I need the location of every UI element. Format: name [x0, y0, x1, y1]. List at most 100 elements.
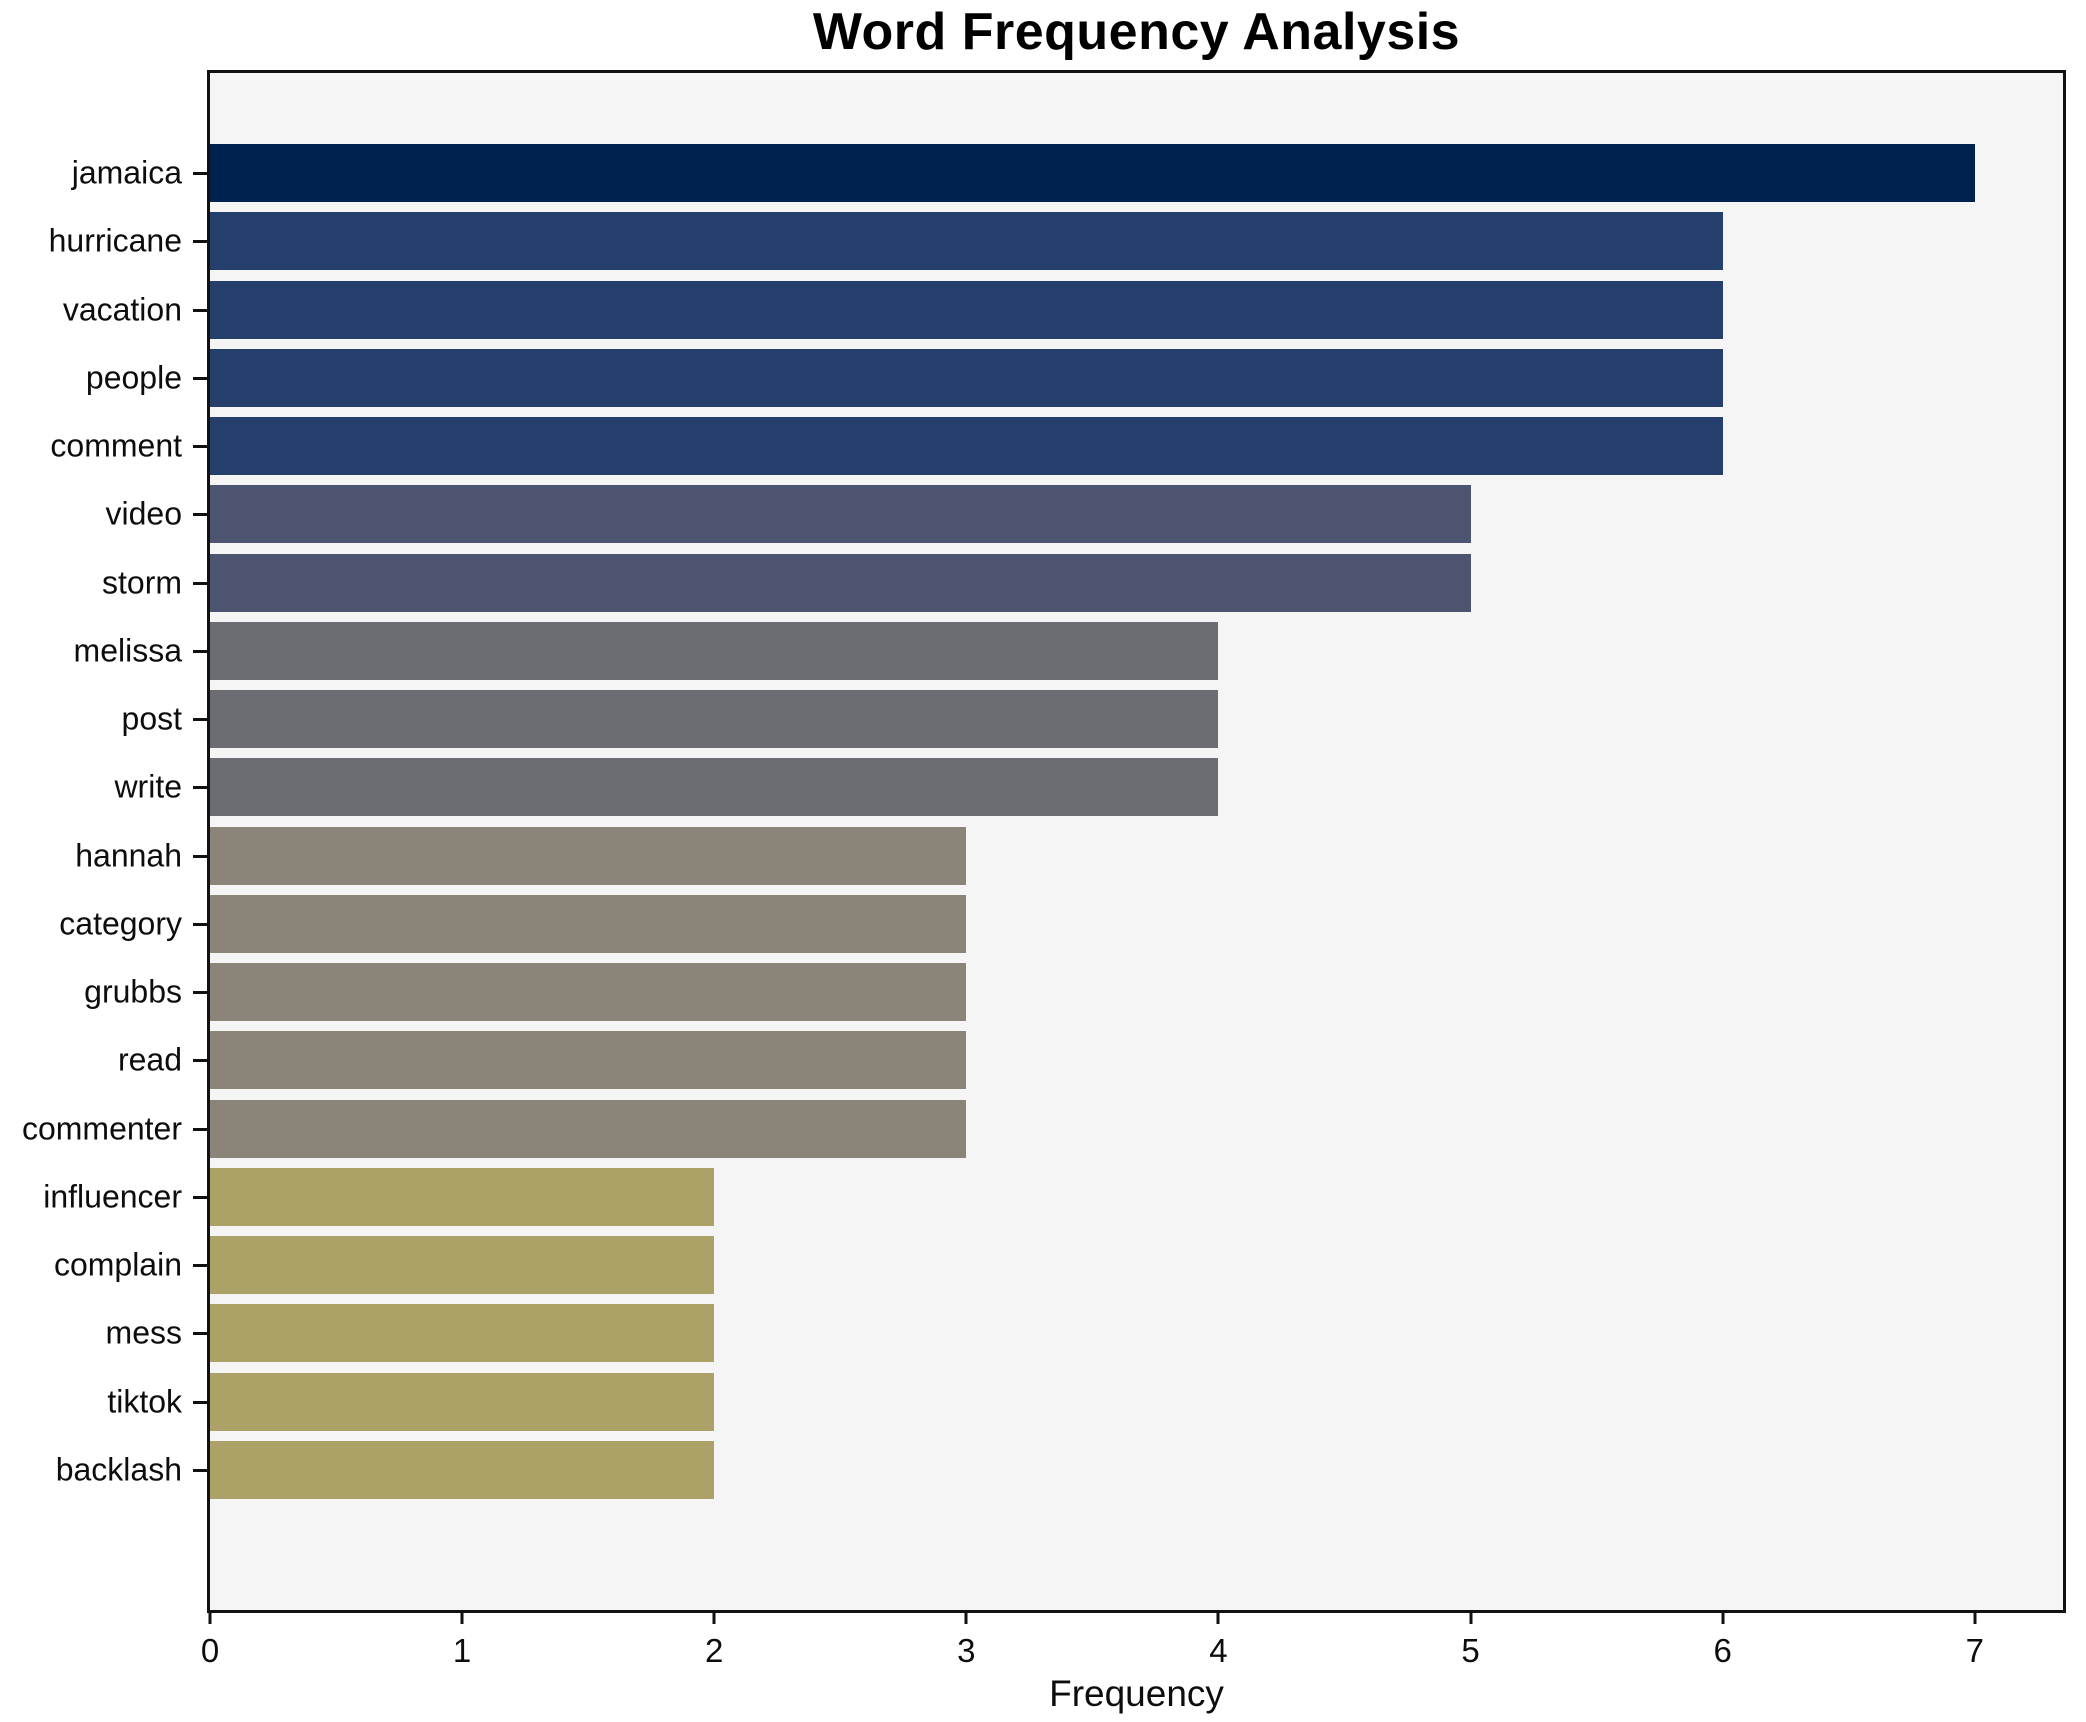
bar — [210, 417, 1723, 476]
y-tick-mark — [193, 1400, 207, 1404]
y-tick-label: category — [59, 905, 182, 942]
plot-area: jamaica hurricane vacation people commen… — [22, 70, 2066, 1669]
bar — [210, 1099, 967, 1158]
bar-row: influencer — [43, 1163, 2063, 1231]
bar — [210, 212, 1723, 271]
bar-row: write — [114, 753, 2063, 821]
x-tick-label: 6 — [1713, 1632, 1732, 1669]
bar-row: vacation — [63, 276, 2063, 344]
y-tick-mark — [193, 240, 207, 244]
x-tick-mark — [208, 1610, 212, 1624]
y-tick-mark — [193, 649, 207, 653]
bar-row: hurricane — [49, 207, 2063, 275]
y-tick-label: comment — [50, 427, 182, 464]
y-tick-label: read — [117, 1041, 182, 1078]
y-tick-mark — [193, 1195, 207, 1199]
y-tick-mark — [193, 718, 207, 722]
y-tick-label: grubbs — [84, 973, 182, 1010]
x-axis-label: Frequency — [1049, 1673, 1224, 1714]
bar — [210, 894, 967, 953]
y-tick-label: backlash — [55, 1451, 182, 1488]
bar-row: category — [59, 890, 2063, 958]
y-tick-mark — [193, 581, 207, 585]
bar-row: hannah — [75, 822, 2063, 890]
bar-row: backlash — [56, 1436, 2063, 1504]
y-tick-label: write — [114, 768, 182, 805]
y-tick-mark — [193, 1127, 207, 1131]
bar-row: comment — [50, 412, 2063, 480]
y-tick-mark — [193, 854, 207, 858]
y-tick-mark — [193, 445, 207, 449]
bar — [210, 1440, 715, 1499]
y-tick-mark — [193, 991, 207, 995]
y-tick-label: vacation — [62, 291, 182, 328]
bar-row: melissa — [74, 617, 2063, 685]
x-tick-label: 2 — [705, 1632, 724, 1669]
y-tick-mark — [193, 1264, 207, 1268]
y-tick-label: influencer — [43, 1178, 182, 1215]
chart-title: Word Frequency Analysis — [812, 3, 1461, 61]
x-tick-mark — [1721, 1610, 1725, 1624]
y-tick-mark — [193, 1059, 207, 1063]
y-tick-label: video — [105, 495, 183, 532]
y-tick-mark — [193, 376, 207, 380]
x-tick-mark — [460, 1610, 464, 1624]
bar-row: read — [118, 1026, 2063, 1094]
bar — [210, 1372, 715, 1431]
bar-row: storm — [102, 549, 2063, 617]
bar — [210, 553, 1471, 612]
bar — [210, 1031, 967, 1090]
y-tick-label: mess — [105, 1314, 182, 1351]
x-tick-label: 5 — [1461, 1632, 1480, 1669]
bar — [210, 1167, 715, 1226]
bar-row: tiktok — [107, 1368, 2063, 1436]
y-tick-label: commenter — [21, 1110, 182, 1147]
bar-row: grubbs — [84, 958, 2063, 1026]
bar-row: complain — [54, 1231, 2063, 1299]
bar — [210, 485, 1471, 544]
y-tick-label: melissa — [73, 632, 182, 669]
y-tick-mark — [193, 513, 207, 517]
bars-container: jamaica hurricane vacation people commen… — [22, 73, 2063, 1610]
x-tick-mark — [964, 1610, 968, 1624]
y-tick-mark — [193, 308, 207, 312]
bar — [210, 758, 1219, 817]
bar — [210, 621, 1219, 680]
y-tick-label: hannah — [75, 837, 182, 874]
x-tick-label: 3 — [957, 1632, 976, 1669]
y-tick-label: tiktok — [107, 1383, 182, 1420]
bar-row: video — [106, 480, 2063, 548]
y-tick-label: storm — [102, 564, 182, 601]
bar — [210, 1304, 715, 1363]
bar — [210, 826, 967, 885]
x-tick-mark — [1216, 1610, 1220, 1624]
x-tick-mark — [1469, 1610, 1473, 1624]
bar — [210, 280, 1723, 339]
x-tick-label: 4 — [1209, 1632, 1228, 1669]
y-tick-mark — [193, 922, 207, 926]
y-tick-label: post — [121, 700, 182, 737]
bar-row: people — [86, 344, 2063, 412]
y-tick-mark — [193, 786, 207, 790]
bar-row: post — [122, 685, 2063, 753]
bar — [210, 690, 1219, 749]
bar — [210, 348, 1723, 407]
x-tick-label: 1 — [452, 1632, 472, 1669]
y-tick-label: people — [85, 359, 182, 396]
bar — [210, 1236, 715, 1295]
y-tick-label: jamaica — [71, 154, 182, 191]
x-tick-label: 0 — [200, 1632, 220, 1669]
y-tick-label: hurricane — [48, 222, 182, 259]
bar-row: commenter — [22, 1095, 2063, 1163]
y-tick-label: complain — [53, 1246, 182, 1283]
x-tick-mark — [712, 1610, 716, 1624]
y-tick-mark — [193, 1332, 207, 1336]
bar-row: mess — [106, 1299, 2063, 1367]
y-tick-mark — [193, 1468, 207, 1472]
x-tick-label: 7 — [1965, 1632, 1984, 1669]
bar-row: jamaica — [72, 139, 2063, 207]
y-tick-mark — [193, 172, 207, 176]
bar — [210, 144, 1975, 203]
x-tick-mark — [1973, 1610, 1977, 1624]
